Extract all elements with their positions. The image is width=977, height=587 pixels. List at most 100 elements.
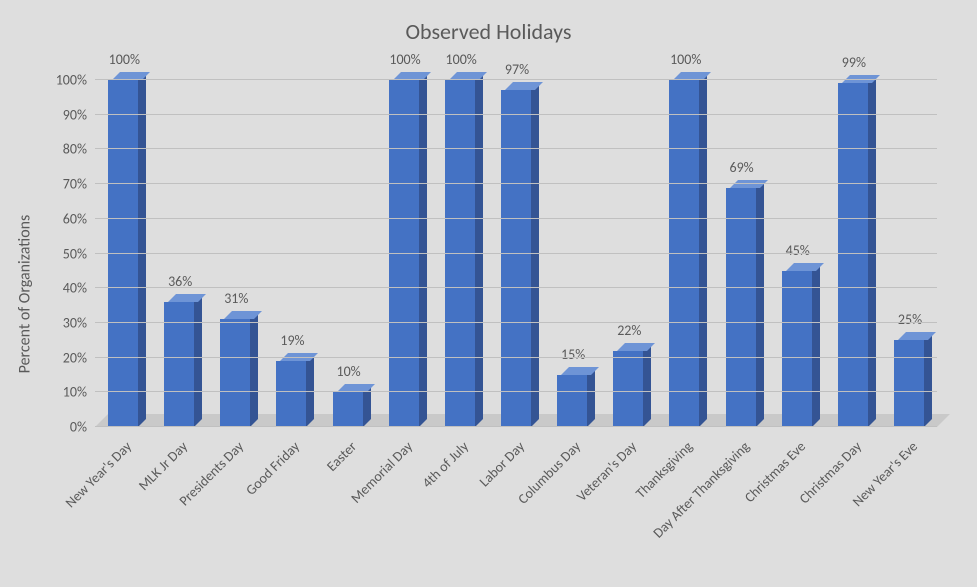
gridline — [95, 218, 937, 219]
gridline — [95, 287, 937, 288]
x-label-slot: Day After Thanksgiving — [713, 432, 769, 587]
bar — [276, 361, 306, 427]
bar-front — [838, 83, 868, 427]
data-label: 69% — [729, 159, 753, 176]
bar-slot: 31% — [207, 80, 263, 427]
data-label: 31% — [224, 290, 248, 307]
data-label: 100% — [446, 51, 477, 68]
bar — [838, 83, 868, 427]
x-label-slot: Christmas Eve — [769, 432, 825, 587]
x-label-slot: Memorial Day — [376, 432, 432, 587]
bar-side — [194, 294, 202, 427]
gridline — [95, 357, 937, 358]
bar-front — [894, 340, 924, 427]
y-tick-label: 10% — [63, 384, 95, 401]
x-label-slot: Veteran's Day — [600, 432, 656, 587]
bar — [389, 80, 419, 427]
y-tick-label: 70% — [63, 176, 95, 193]
bar — [782, 271, 812, 427]
bar-side — [868, 75, 876, 427]
bar-slot: 45% — [769, 80, 825, 427]
bar — [220, 319, 250, 427]
x-label-slot: Good Friday — [263, 432, 319, 587]
bar-front — [501, 90, 531, 427]
y-tick-label: 30% — [63, 314, 95, 331]
bar-slot: 22% — [600, 80, 656, 427]
x-label-slot: Columbus Day — [544, 432, 600, 587]
y-tick-label: 0% — [70, 419, 95, 436]
gridline — [95, 253, 937, 254]
x-label-slot: 4th of July — [432, 432, 488, 587]
bar-front — [108, 80, 138, 427]
bar-side — [531, 82, 539, 427]
data-label: 100% — [670, 51, 701, 68]
y-axis-title: Percent of Organizations — [16, 169, 35, 419]
bar-front — [669, 80, 699, 427]
bar-side — [587, 367, 595, 427]
bar-slot: 10% — [320, 80, 376, 427]
y-tick-label: 20% — [63, 349, 95, 366]
bar-slot: 69% — [713, 80, 769, 427]
plot-area: 100%36%31%19%10%100%100%97%15%22%100%69%… — [95, 80, 937, 427]
x-label-slot: Easter — [320, 432, 376, 587]
chart-container: Observed Holidays Percent of Organizatio… — [0, 0, 977, 587]
gridline — [95, 183, 937, 184]
bar — [333, 392, 363, 427]
gridline — [95, 391, 937, 392]
bar-front — [613, 351, 643, 427]
bar-slot: 36% — [151, 80, 207, 427]
gridline — [95, 114, 937, 115]
bar-side — [419, 72, 427, 427]
data-label: 22% — [617, 322, 641, 339]
bar-front — [164, 302, 194, 427]
data-label: 97% — [505, 61, 529, 78]
bar-side — [475, 72, 483, 427]
y-tick-label: 40% — [63, 280, 95, 297]
x-label-slot: New Year's Eve — [881, 432, 937, 587]
y-tick-label: 60% — [63, 210, 95, 227]
bar-front — [557, 375, 587, 427]
x-label-slot: Labor Day — [488, 432, 544, 587]
bar — [669, 80, 699, 427]
bar-slot: 100% — [95, 80, 151, 427]
x-label-slot: Presidents Day — [207, 432, 263, 587]
bar-front — [333, 392, 363, 427]
chart-title: Observed Holidays — [0, 18, 977, 45]
gridline — [95, 426, 937, 427]
bar-front — [220, 319, 250, 427]
y-tick-label: 80% — [63, 141, 95, 158]
data-label: 100% — [109, 51, 140, 68]
bar-slot: 99% — [825, 80, 881, 427]
bar — [557, 375, 587, 427]
bar — [108, 80, 138, 427]
data-label: 25% — [898, 311, 922, 328]
bar — [613, 351, 643, 427]
data-label: 19% — [280, 332, 304, 349]
gridline — [95, 79, 937, 80]
bar-side — [250, 311, 258, 427]
bars-row: 100%36%31%19%10%100%100%97%15%22%100%69%… — [95, 80, 937, 427]
bar — [894, 340, 924, 427]
data-label: 100% — [389, 51, 420, 68]
bar-side — [306, 353, 314, 427]
bar-front — [389, 80, 419, 427]
bar-front — [782, 271, 812, 427]
bar — [501, 90, 531, 427]
bar-slot: 25% — [881, 80, 937, 427]
gridline — [95, 322, 937, 323]
bar-side — [699, 72, 707, 427]
data-label: 99% — [842, 54, 866, 71]
bar-slot: 15% — [544, 80, 600, 427]
bar-front — [445, 80, 475, 427]
x-axis-labels: New Year's DayMLK Jr DayPresidents DayGo… — [95, 432, 937, 587]
bar-side — [138, 72, 146, 427]
bar-slot: 100% — [656, 80, 712, 427]
data-label: 45% — [786, 242, 810, 259]
x-label-slot: Christmas Day — [825, 432, 881, 587]
x-label-slot: MLK Jr Day — [151, 432, 207, 587]
y-tick-label: 100% — [56, 72, 95, 89]
bar — [445, 80, 475, 427]
x-tick-label: Easter — [323, 438, 360, 475]
y-tick-label: 50% — [63, 245, 95, 262]
data-label: 15% — [561, 346, 585, 363]
